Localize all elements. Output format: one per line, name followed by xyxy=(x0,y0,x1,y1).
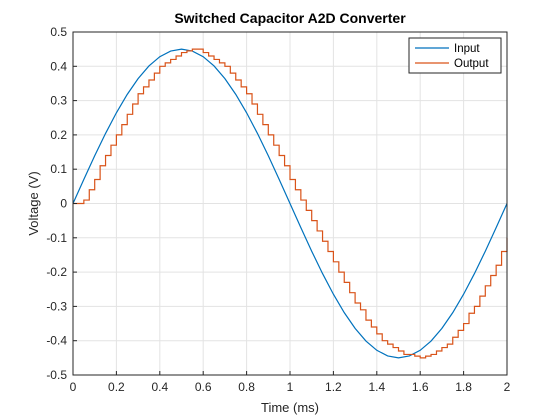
y-tick-label: -0.1 xyxy=(46,231,67,245)
y-tick-label: 0 xyxy=(60,197,67,211)
y-tick-label: 0.4 xyxy=(50,59,67,73)
y-tick-label: 0.2 xyxy=(50,128,67,142)
x-tick-label: 1.4 xyxy=(368,380,385,394)
tick-layer: 0 0.2 0.4 0.6 0.8 1 1.2 1.4 1.6 1.8 2 -0.5 -0.4 -0.3 -… xyxy=(46,25,510,394)
y-tick-label: -0.2 xyxy=(46,265,67,279)
y-axis-label: Voltage (V) xyxy=(26,171,41,235)
y-tick-label: -0.5 xyxy=(46,368,67,382)
x-tick-label: 0 xyxy=(70,380,77,394)
x-tick-label: 0.2 xyxy=(108,380,125,394)
x-tick-label: 1 xyxy=(287,380,294,394)
y-tick-label: 0.5 xyxy=(50,25,67,39)
legend-box xyxy=(408,37,502,74)
x-axis-label: Time (ms) xyxy=(261,400,319,415)
x-tick-label: 1.8 xyxy=(455,380,472,394)
legend-label-output: Output xyxy=(454,58,489,70)
y-tick-label: 0.1 xyxy=(50,162,67,176)
x-tick-label: 0.4 xyxy=(151,380,168,394)
y-tick-label: 0.3 xyxy=(50,94,67,108)
series-line-input xyxy=(72,48,508,359)
x-tick-label: 0.8 xyxy=(238,380,255,394)
series-line-output xyxy=(73,48,508,359)
x-tick-label: 1.6 xyxy=(412,380,429,394)
series-layer xyxy=(72,48,508,359)
x-tick-label: 2 xyxy=(504,380,511,394)
legend: Input Output xyxy=(408,37,502,74)
legend-label-input: Input xyxy=(454,43,480,55)
y-tick-label: -0.3 xyxy=(46,299,67,313)
chart-title: Switched Capacitor A2D Converter xyxy=(174,10,406,26)
x-tick-label: 0.6 xyxy=(195,380,212,394)
y-tick-label: -0.4 xyxy=(46,334,67,348)
x-tick-label: 1.2 xyxy=(325,380,342,394)
